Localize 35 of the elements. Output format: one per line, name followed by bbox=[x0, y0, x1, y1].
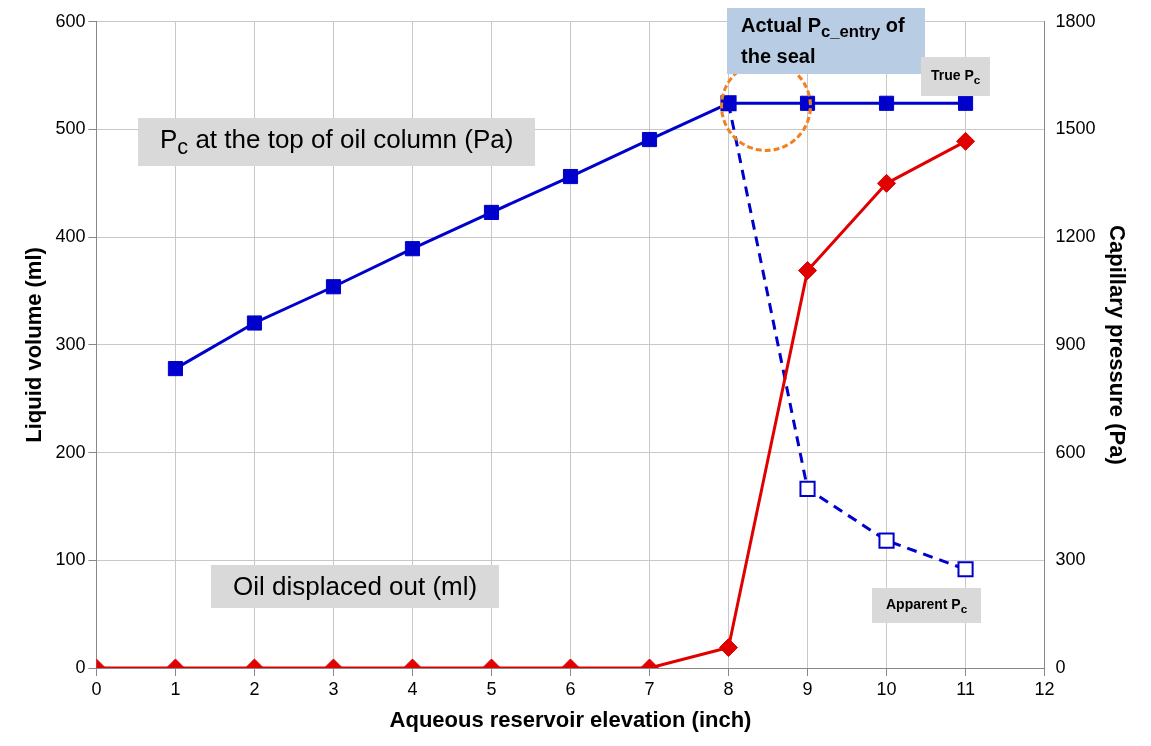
text: Oil displaced out (ml) bbox=[211, 565, 500, 608]
series-label: True P$_{c}$ bbox=[921, 57, 991, 96]
y2-tick-label: 600 bbox=[1055, 441, 1086, 462]
y2-tick-label: 1500 bbox=[1055, 118, 1096, 139]
series-label: Apparent P$_{c}$ bbox=[872, 588, 982, 623]
x-tick-label: 1 bbox=[170, 678, 181, 699]
x-tick-label: 4 bbox=[407, 678, 418, 699]
y-tick-label: 300 bbox=[55, 333, 86, 354]
x-tick-label: 3 bbox=[328, 678, 339, 699]
y-tick-label: 400 bbox=[55, 226, 86, 247]
x-tick-label: 7 bbox=[644, 678, 655, 699]
x-tick-label: 5 bbox=[486, 678, 497, 699]
x-axis-title: Aqueous reservoir elevation (inch) bbox=[389, 706, 752, 732]
x-tick-label: 6 bbox=[565, 678, 576, 699]
annotation: P$_{c}$ at the top of oil column (Pa) bbox=[138, 118, 536, 167]
y2-axis-title: Capillary pressure (Pa) bbox=[1104, 225, 1130, 465]
x-tick-label: 10 bbox=[876, 678, 897, 699]
x-tick-label: 12 bbox=[1034, 678, 1055, 699]
y2-tick-label: 0 bbox=[1055, 656, 1066, 677]
y-tick-label: 500 bbox=[55, 118, 86, 139]
text: Actual P$_{c_entry}$ of the seal bbox=[741, 14, 905, 67]
x-tick-label: 0 bbox=[91, 678, 102, 699]
y2-tick-label: 1800 bbox=[1055, 10, 1096, 31]
y-axis-title: Liquid volume (ml) bbox=[21, 247, 47, 443]
x-tick-label: 2 bbox=[249, 678, 260, 699]
y-tick-label: 0 bbox=[75, 656, 86, 677]
y2-tick-label: 900 bbox=[1055, 333, 1086, 354]
y-tick-label: 200 bbox=[55, 441, 86, 462]
y2-tick-label: 1200 bbox=[1055, 226, 1096, 247]
x-tick-label: 8 bbox=[723, 678, 734, 699]
x-tick-label: 11 bbox=[956, 678, 975, 699]
y-tick-label: 100 bbox=[55, 549, 86, 570]
y-tick-label: 600 bbox=[55, 10, 86, 31]
x-tick-label: 9 bbox=[802, 678, 813, 699]
y2-tick-label: 300 bbox=[1055, 549, 1086, 570]
